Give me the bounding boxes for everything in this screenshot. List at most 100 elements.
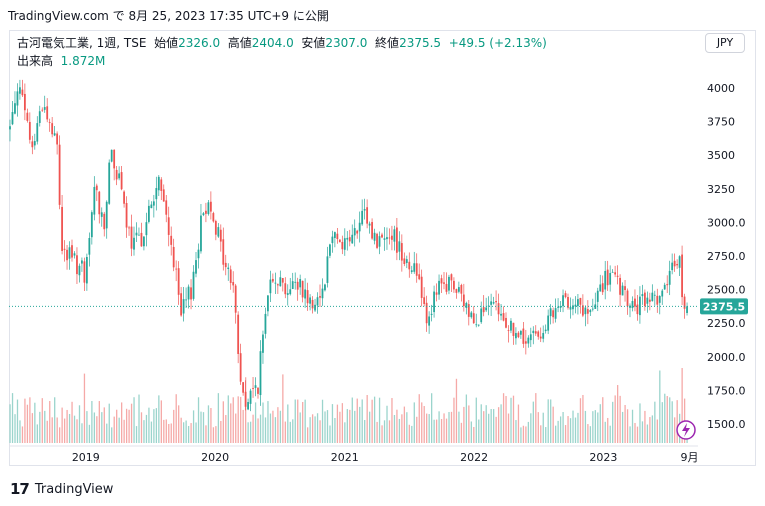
volume-bar <box>230 403 232 443</box>
volume-bar <box>356 398 358 443</box>
volume-bar <box>11 393 14 443</box>
candle-body <box>167 217 170 235</box>
volume-bar <box>128 409 130 443</box>
volume-bar <box>480 404 482 443</box>
candle-body <box>353 228 356 236</box>
candle-body <box>78 265 81 276</box>
candle-body <box>395 227 398 253</box>
candle-body <box>279 277 282 287</box>
candle-body <box>259 351 262 396</box>
volume-bar <box>168 423 170 443</box>
candle-body <box>296 281 299 290</box>
volume-bar <box>505 396 507 443</box>
y-tick-label: 3250 <box>707 183 735 196</box>
volume-value: 1.872M <box>60 54 106 68</box>
volume-bar <box>59 427 61 443</box>
candle-body <box>336 233 339 240</box>
candle-body <box>115 169 118 180</box>
volume-bar <box>227 395 229 443</box>
candle-body <box>646 297 649 304</box>
candle-body <box>673 260 676 267</box>
volume-bar <box>445 418 448 443</box>
volume-bar <box>579 398 582 443</box>
candle-body <box>666 284 669 286</box>
candle-body <box>497 303 500 315</box>
candle-body <box>192 271 195 299</box>
candle-body <box>581 305 584 316</box>
candle-body <box>462 294 465 307</box>
volume-bar <box>111 427 113 443</box>
volume-bar <box>639 403 641 443</box>
volume-bar <box>527 421 530 443</box>
volume-bar <box>118 417 120 443</box>
candle-body <box>386 237 388 240</box>
candle-body <box>487 305 490 307</box>
candle-body <box>683 296 686 309</box>
volume-bar <box>36 424 38 443</box>
close-label: 終値 <box>375 36 400 50</box>
volume-bar <box>76 419 78 443</box>
candle-body <box>408 261 411 270</box>
candle-body <box>284 283 287 295</box>
volume-bar <box>388 420 391 443</box>
volume-bar <box>83 373 86 443</box>
volume-bar <box>232 397 234 443</box>
volume-bar <box>163 419 165 443</box>
volume-bar <box>569 418 572 443</box>
volume-bar <box>217 393 220 443</box>
volume-bar <box>468 405 470 443</box>
candle-body <box>574 304 577 307</box>
candle-body <box>460 285 463 294</box>
candle-body <box>105 201 108 229</box>
candle-body <box>624 286 626 291</box>
close-value: 2375.5 <box>399 36 442 50</box>
candle-body <box>257 387 259 394</box>
volume-bar <box>51 417 53 443</box>
candle-body <box>366 207 369 224</box>
volume-bar <box>555 425 557 443</box>
candle-body <box>594 304 597 309</box>
candle-body <box>579 297 582 305</box>
volume-bar <box>16 399 19 443</box>
candle-body <box>289 289 292 295</box>
candle-body <box>197 249 200 259</box>
candle-body <box>291 281 294 289</box>
y-tick-label: 1500.0 <box>707 418 746 431</box>
volume-bar <box>212 427 215 443</box>
candle-body <box>505 317 507 328</box>
volume-bar <box>666 396 668 443</box>
candle-body <box>271 278 274 282</box>
volume-bar <box>455 378 458 443</box>
candle-body <box>532 330 535 334</box>
volume-bar <box>440 418 443 443</box>
candle-body <box>420 276 423 298</box>
volume-bar <box>421 402 423 443</box>
candle-body <box>346 237 349 240</box>
volume-bar <box>86 411 88 443</box>
volume-bar <box>428 414 430 443</box>
volume-bar <box>453 397 455 443</box>
candle-body <box>304 289 307 299</box>
volume-bar <box>319 420 321 443</box>
candle-body <box>165 200 168 215</box>
x-tick-label: 2022 <box>460 451 488 464</box>
volume-bar <box>448 412 450 443</box>
volume-bar <box>373 396 376 443</box>
volume-bar <box>66 409 68 443</box>
volume-bar <box>537 412 539 443</box>
candle-body <box>88 237 91 255</box>
candle-body <box>43 107 46 110</box>
candle-body <box>524 341 527 344</box>
candle-body <box>433 291 435 313</box>
candle-body <box>445 283 448 292</box>
chart-panel[interactable] <box>9 30 756 466</box>
candle-body <box>68 247 71 259</box>
volume-bar <box>619 395 621 443</box>
candle-body <box>217 227 220 237</box>
currency-button[interactable]: JPY <box>705 33 745 53</box>
candle-body <box>229 269 232 283</box>
candle-body <box>130 226 133 249</box>
open-value: 2326.0 <box>178 36 221 50</box>
change-value: +49.5 (+2.13%) <box>448 36 547 50</box>
